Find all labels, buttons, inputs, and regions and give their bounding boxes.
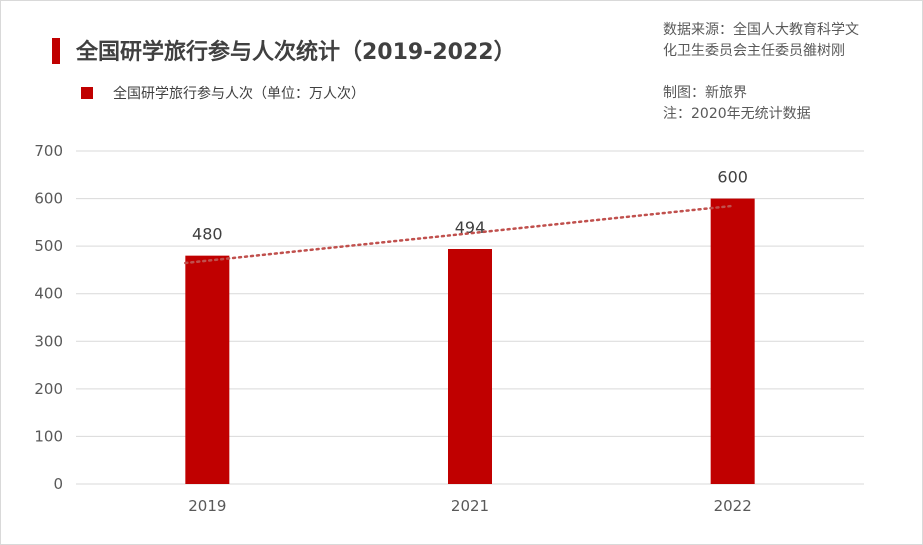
title-accent-bar xyxy=(52,38,60,64)
y-tick-label: 200 xyxy=(34,380,63,398)
bar-2019 xyxy=(185,255,230,484)
y-tick-label: 500 xyxy=(34,237,63,255)
trendline xyxy=(184,204,734,265)
source-line-2: 化卫生委员会主任委员雒树刚 xyxy=(663,43,845,59)
bar-2022 xyxy=(710,198,755,485)
source-notes: 数据来源：全国人大教育科学文 化卫生委员会主任委员雒树刚 制图：新旅界 注：20… xyxy=(663,20,859,125)
legend-label: 全国研学旅行参与人次（单位：万人次） xyxy=(113,86,365,102)
y-tick-label: 0 xyxy=(53,475,63,493)
y-tick-label: 300 xyxy=(34,332,63,350)
y-tick-label: 700 xyxy=(34,142,63,160)
author-credit: 制图：新旅界 xyxy=(663,85,747,101)
chart-title: 全国研学旅行参与人次统计（2019-2022） xyxy=(76,40,516,65)
data-note: 注：2020年无统计数据 xyxy=(663,106,811,122)
x-tick-label-2019: 2019 xyxy=(188,497,226,515)
data-label-2022: 600 xyxy=(717,168,748,187)
y-tick-label: 400 xyxy=(34,285,63,303)
legend: 全国研学旅行参与人次（单位：万人次） xyxy=(81,83,365,103)
legend-swatch xyxy=(81,87,93,99)
data-label-2019: 480 xyxy=(192,225,223,244)
bar-2021 xyxy=(448,248,492,484)
x-tick-label-2021: 2021 xyxy=(451,497,489,515)
source-line-1: 数据来源：全国人大教育科学文 xyxy=(663,22,859,38)
x-tick-label-2022: 2022 xyxy=(714,497,752,515)
y-tick-label: 100 xyxy=(34,427,63,445)
y-tick-label: 600 xyxy=(34,190,63,208)
